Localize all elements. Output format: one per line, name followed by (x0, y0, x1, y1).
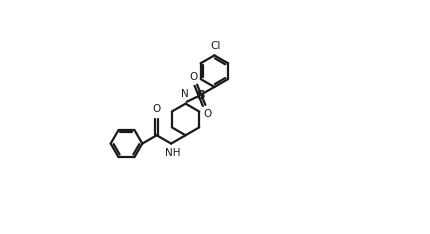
Text: S: S (195, 89, 204, 102)
Text: Cl: Cl (210, 41, 220, 51)
Text: O: O (203, 109, 211, 119)
Text: NH: NH (164, 148, 180, 158)
Text: O: O (188, 72, 197, 82)
Text: O: O (152, 104, 160, 114)
Text: N: N (180, 89, 188, 99)
